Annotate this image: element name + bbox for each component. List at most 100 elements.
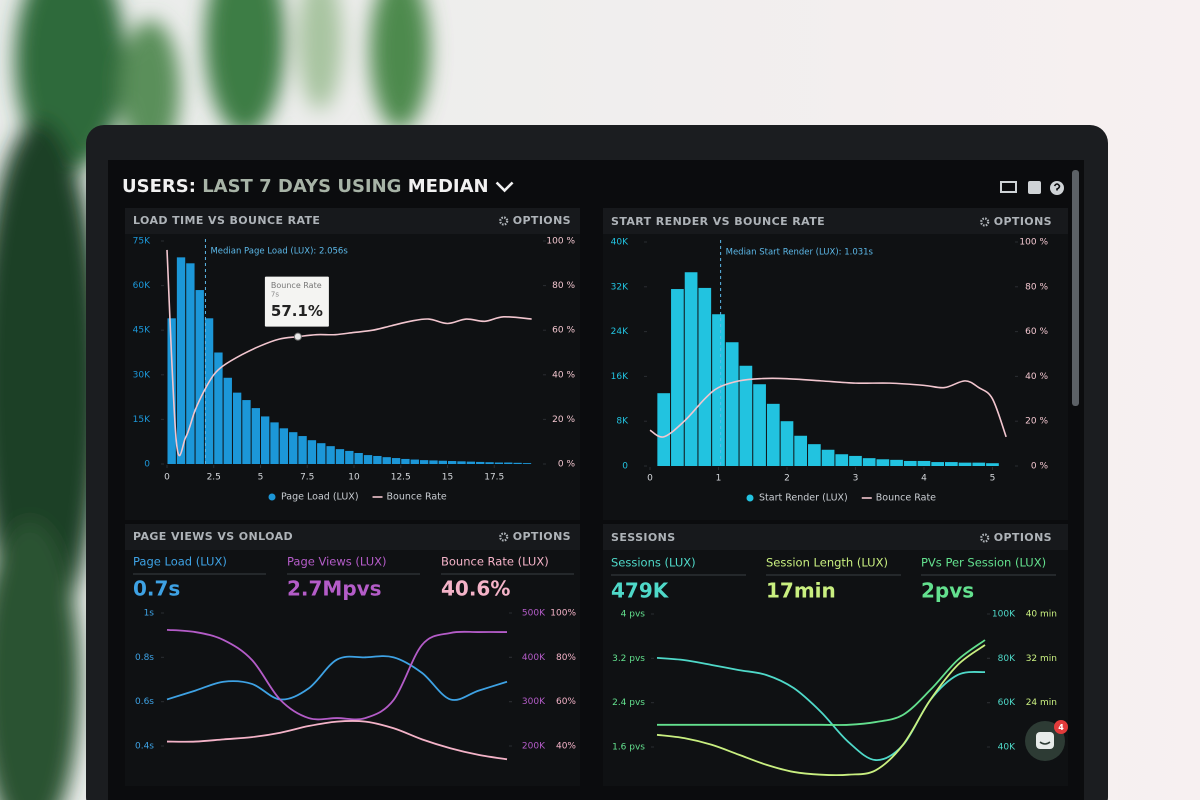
chat-widget[interactable]: 4 [1025, 720, 1068, 761]
histogram-bar [438, 460, 447, 464]
kpi-value: 17min [766, 579, 836, 603]
y2-tick-label: 80 % [552, 281, 575, 291]
y-tick-label: 16K [611, 372, 629, 382]
histogram-bar [448, 461, 457, 464]
y3-tick-label: 40% [556, 742, 576, 752]
chart-panel: SESSIONS OPTIONS Sessions (LUX) 479K Session… [603, 524, 1068, 786]
share-icon[interactable] [1028, 181, 1041, 194]
monitor-icon[interactable] [1000, 181, 1017, 193]
y3-tick-label: 40 min [1026, 610, 1057, 620]
panel-title: LOAD TIME VS BOUNCE RATE [133, 214, 320, 227]
histogram-bar [167, 318, 176, 464]
x-tick-label: 0 [164, 473, 170, 483]
x-tick-label: 5 [990, 474, 996, 484]
y-tick-label: 8K [616, 417, 629, 427]
y-tick-label: 3.2 pvs [612, 654, 645, 664]
charts: LOAD TIME VS BOUNCE RATE OPTIONS015K30K45… [125, 208, 1068, 786]
histogram-bar [821, 449, 835, 466]
y2-tick-label: 400K [522, 653, 546, 663]
kpi-value: 2.7Mpvs [287, 577, 382, 601]
y-tick-label: 0.8s [135, 653, 154, 663]
histogram-bar [242, 400, 251, 464]
histogram-bar [195, 290, 204, 464]
tooltip-point [293, 332, 302, 341]
histogram-bar [986, 463, 999, 466]
legend-label: Bounce Rate [387, 492, 447, 503]
histogram-bar [251, 408, 260, 464]
y2-tick-label: 0 % [1031, 462, 1049, 472]
kpi-value: 479K [611, 579, 670, 603]
kpi-value: 2pvs [921, 579, 974, 603]
y2-tick-label: 200K [522, 742, 546, 752]
histogram-bar [429, 460, 438, 464]
histogram-bar [513, 462, 522, 464]
x-tick-label: 10 [348, 473, 360, 483]
kpi-value: 0.7s [133, 577, 180, 601]
y-tick-label: 2.4 pvs [612, 698, 645, 708]
kpi-value: 40.6% [441, 577, 510, 601]
y-tick-label: 45K [133, 326, 151, 336]
series-line [166, 628, 508, 721]
histogram-bar [401, 458, 410, 464]
kpi-label: Page Views (LUX) [287, 555, 387, 569]
series-line [166, 720, 508, 761]
y-tick-label: 60K [133, 281, 151, 291]
median-annotation: Median Page Load (LUX): 2.056s [210, 247, 348, 257]
histogram-bar [917, 460, 931, 466]
x-tick-label: 3 [853, 474, 859, 484]
options-button[interactable]: OPTIONS [994, 531, 1052, 544]
tooltip-title: Bounce Rate [271, 281, 322, 290]
x-tick-label: 17.5 [484, 473, 504, 483]
median-annotation: Median Start Render (LUX): 1.031s [726, 248, 874, 258]
options-button[interactable]: OPTIONS [513, 214, 571, 227]
kpi-label: Bounce Rate (LUX) [441, 555, 549, 569]
series-line [166, 655, 508, 701]
chart-panel: START RENDER VS BOUNCE RATE OPTIONS 0 8K 16K… [603, 208, 1068, 520]
y2-tick-label: 20 % [1025, 417, 1048, 427]
x-tick-label: 2.5 [207, 473, 221, 483]
histogram-bar [945, 462, 958, 466]
help-icon[interactable] [1050, 181, 1064, 195]
help-glyph [1053, 183, 1061, 191]
y2-tick-label: 100 % [546, 237, 575, 247]
y-tick-label: 0 [144, 460, 150, 470]
y2-tick-label: 100K [992, 610, 1016, 620]
histogram-bar [382, 457, 391, 464]
y-tick-label: 24K [611, 327, 629, 337]
panel [125, 524, 580, 786]
legend-label: Start Render (LUX) [759, 493, 848, 504]
histogram-bar [373, 455, 382, 464]
chat-badge-count: 4 [1058, 723, 1064, 732]
options-button[interactable]: OPTIONS [513, 530, 571, 543]
title-part: USERS: [122, 176, 196, 197]
scrollbar[interactable] [1072, 170, 1079, 406]
histogram-bar [972, 462, 986, 466]
histogram-bar [298, 436, 307, 464]
y-tick-label: 4 pvs [621, 610, 646, 620]
y2-tick-label: 20 % [552, 415, 575, 425]
x-tick-label: 0 [647, 474, 653, 484]
x-tick-label: 2 [784, 474, 790, 484]
histogram-bar [335, 449, 345, 464]
gear-icon [980, 533, 990, 543]
panel-title: START RENDER VS BOUNCE RATE [611, 215, 825, 228]
y2-tick-label: 80K [998, 654, 1016, 664]
histogram-bar [476, 461, 485, 464]
legend-label: Bounce Rate [876, 493, 936, 504]
title-part: USING [337, 176, 401, 197]
histogram-bar [684, 272, 698, 466]
y3-tick-label: 60% [556, 697, 576, 707]
histogram-bar [485, 462, 494, 464]
y-tick-label: 0 [622, 462, 628, 472]
chart-panel: PAGE VIEWS VS ONLOAD OPTIONS Page Load (LU… [125, 524, 580, 786]
dropdown-chevron[interactable] [495, 181, 514, 193]
gear-icon [499, 216, 509, 226]
options-button[interactable]: OPTIONS [994, 215, 1052, 228]
x-tick-label: 15 [442, 473, 453, 483]
histogram-bar [391, 458, 401, 464]
dashboard-title[interactable]: USERS: LAST 7 DAYS USING MEDIAN [122, 176, 489, 197]
histogram-bar [317, 443, 326, 464]
y2-tick-label: 40 % [552, 370, 575, 380]
y3-tick-label: 24 min [1026, 698, 1057, 708]
